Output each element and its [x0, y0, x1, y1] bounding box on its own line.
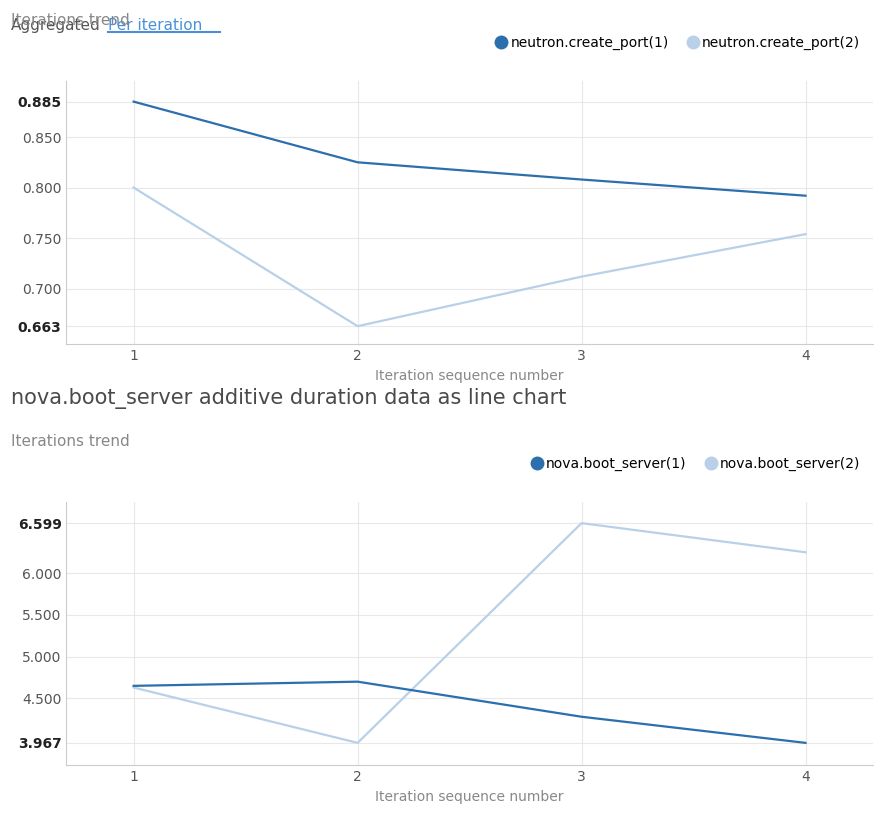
nova.boot_server(2)	[353, 738, 363, 748]
nova.boot_server(1)	[800, 738, 811, 748]
nova.boot_server(2)	[800, 547, 811, 557]
Legend: nova.boot_server(1), nova.boot_server(2): nova.boot_server(1), nova.boot_server(2)	[528, 451, 866, 476]
neutron.create_port(1)	[800, 190, 811, 200]
Text: Aggregated: Aggregated	[11, 18, 100, 33]
neutron.create_port(1)	[128, 97, 139, 107]
neutron.create_port(1)	[576, 175, 587, 185]
neutron.create_port(2)	[128, 182, 139, 192]
nova.boot_server(1)	[128, 681, 139, 691]
neutron.create_port(2)	[353, 322, 363, 331]
neutron.create_port(2)	[800, 230, 811, 239]
nova.boot_server(2)	[576, 519, 587, 528]
nova.boot_server(1)	[576, 712, 587, 722]
Text: Iterations trend: Iterations trend	[11, 14, 129, 28]
Line: neutron.create_port(1): neutron.create_port(1)	[134, 102, 805, 195]
Text: nova.boot_server additive duration data as line chart: nova.boot_server additive duration data …	[11, 387, 566, 409]
X-axis label: Iteration sequence number: Iteration sequence number	[376, 790, 563, 803]
Text: Iterations trend: Iterations trend	[11, 434, 129, 449]
Legend: neutron.create_port(1), neutron.create_port(2): neutron.create_port(1), neutron.create_p…	[493, 30, 866, 55]
Line: nova.boot_server(2): nova.boot_server(2)	[134, 523, 805, 743]
neutron.create_port(1)	[353, 157, 363, 167]
Text: Per iteration: Per iteration	[108, 18, 202, 33]
Line: neutron.create_port(2): neutron.create_port(2)	[134, 187, 805, 326]
nova.boot_server(2)	[128, 683, 139, 693]
nova.boot_server(1)	[353, 676, 363, 686]
X-axis label: Iteration sequence number: Iteration sequence number	[376, 369, 563, 383]
Line: nova.boot_server(1): nova.boot_server(1)	[134, 681, 805, 743]
neutron.create_port(2)	[576, 272, 587, 282]
